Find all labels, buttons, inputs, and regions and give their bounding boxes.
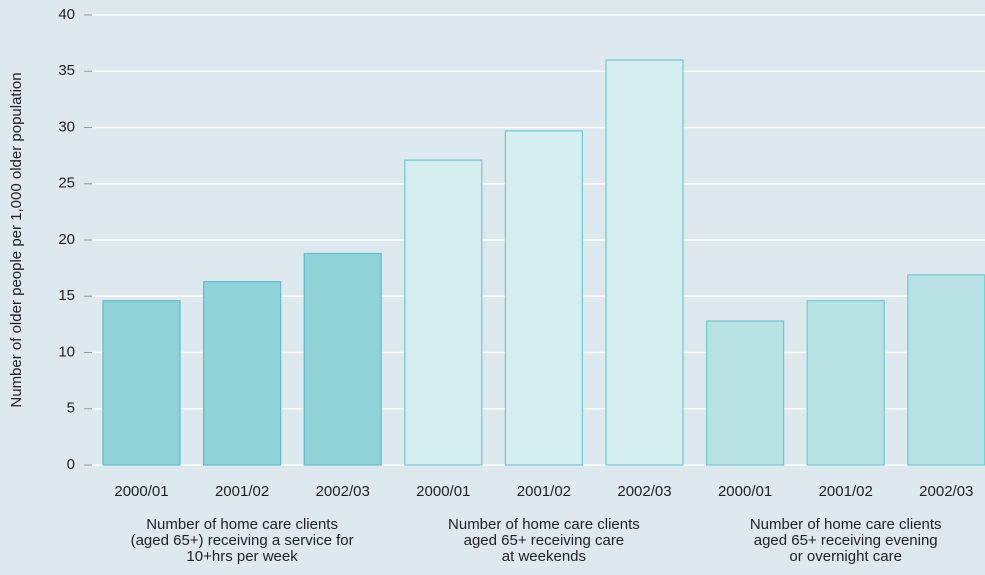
x-tick-label: 2000/01 xyxy=(416,483,470,500)
bar xyxy=(102,300,181,466)
y-tick-label: 35 xyxy=(58,62,75,79)
bar xyxy=(303,252,382,466)
bar xyxy=(404,159,483,466)
bar xyxy=(203,281,282,466)
y-tick-label: 30 xyxy=(58,118,75,135)
y-tick-label: 20 xyxy=(58,231,75,248)
x-tick-label: 2000/01 xyxy=(114,483,168,500)
y-tick-label: 40 xyxy=(58,6,75,23)
x-tick-label: 2001/02 xyxy=(215,483,269,500)
group-label: Number of home care clients xyxy=(146,516,338,533)
y-tick-label: 0 xyxy=(67,456,75,473)
group-label: Number of home care clients xyxy=(448,516,640,533)
group-label: at weekends xyxy=(502,548,586,565)
bar xyxy=(907,274,985,466)
x-tick-label: 2002/03 xyxy=(617,483,671,500)
bar xyxy=(705,320,785,466)
group-label: 10+hrs per week xyxy=(186,548,298,565)
x-tick-label: 2002/03 xyxy=(316,483,370,500)
group-label: (aged 65+) receiving a service for xyxy=(131,532,354,549)
x-tick-label: 2001/02 xyxy=(517,483,571,500)
group-label: or overnight care xyxy=(789,548,902,565)
x-tick-label: 2001/02 xyxy=(819,483,873,500)
y-axis-label: Number of older people per 1,000 older p… xyxy=(8,72,25,407)
y-tick-label: 25 xyxy=(58,175,75,192)
bar xyxy=(504,130,583,466)
y-tick-label: 10 xyxy=(58,343,75,360)
x-tick-label: 2002/03 xyxy=(919,483,973,500)
x-tick-label: 2000/01 xyxy=(718,483,772,500)
y-tick-label: 5 xyxy=(67,400,75,417)
bar xyxy=(806,300,885,466)
y-tick-label: 15 xyxy=(58,287,75,304)
group-label: Number of home care clients xyxy=(750,516,942,533)
group-label: aged 65+ receiving evening xyxy=(754,532,938,549)
bar xyxy=(605,59,684,466)
group-label: aged 65+ receiving care xyxy=(464,532,625,549)
